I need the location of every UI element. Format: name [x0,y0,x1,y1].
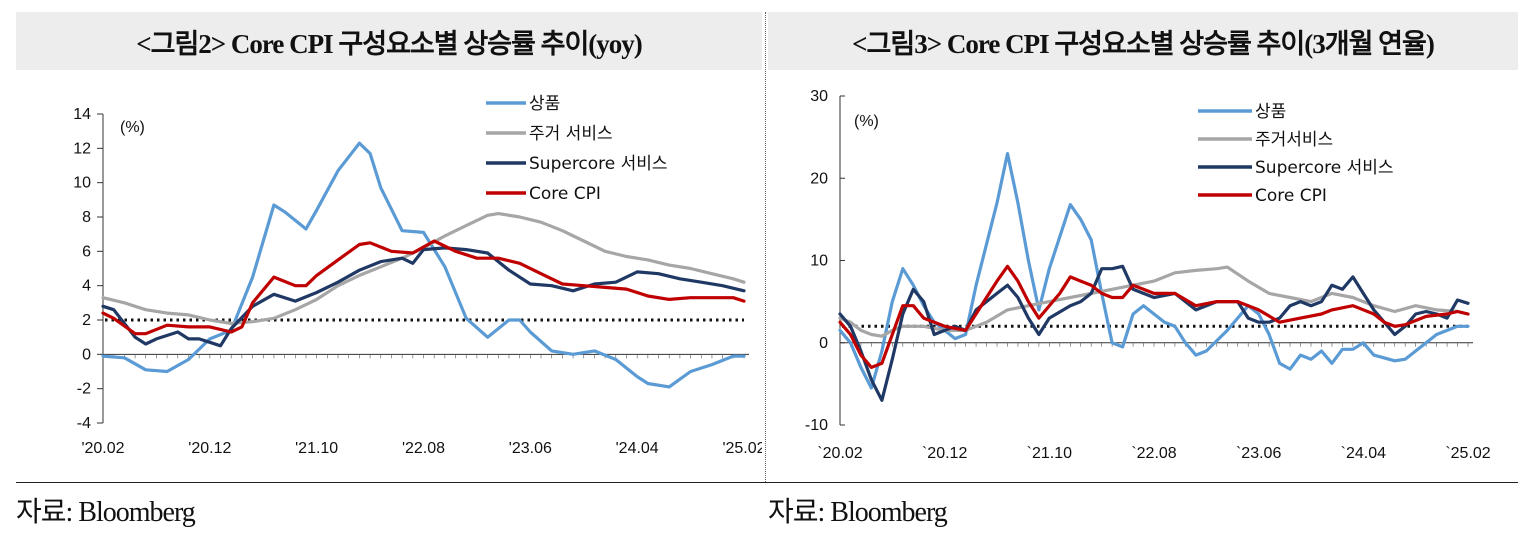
x-tick-label: `21.10 [1027,445,1072,462]
legend-label: Core CPI [529,184,601,204]
x-tick-label: `22.08 [1131,445,1176,462]
unit-label: (%) [854,113,879,130]
chart-yoy: -4 -2 0 2 4 6 8 10 12 14 '20.02 '20.12 '21.10 '22.08 '… [73,94,762,457]
series-line-상품 [838,152,1470,390]
series-line-주거-서비스 [101,212,746,325]
y-tick-label: 4 [82,278,91,295]
legend-label: Core CPI [1255,186,1327,206]
series-line-상품 [101,141,746,389]
x-tick-label: `20.12 [922,445,967,462]
unit-label: (%) [120,119,145,136]
series-line-supercore-서비스 [101,246,746,348]
chart-title: <그림2> Core CPI 구성요소별 상승률 추이(yoy) [16,12,762,70]
x-tick-label: '24.04 [616,440,659,457]
x-tick-label: '20.02 [81,440,124,457]
x-tick-label: `20.02 [817,445,862,462]
legend-label: 상품 [1255,102,1286,122]
y-tick-label: 10 [73,175,91,192]
legend-label: 주거 서비스 [529,124,613,144]
y-tick-label: -4 [77,415,91,432]
y-tick-label: -10 [805,417,828,434]
panel-divider [765,12,766,482]
y-tick-label: 0 [82,346,91,363]
y-tick-label: 2 [82,312,91,329]
y-tick-label: 10 [810,253,828,270]
chart-title: <그림3> Core CPI 구성요소별 상승률 추이(3개월 연율) [768,12,1518,70]
legend-label: Supercore 서비스 [1255,158,1394,178]
y-tick-label: 20 [810,170,828,187]
x-tick-label: '25.02 [722,440,762,457]
x-tick-label: '22.08 [402,440,445,457]
legend-label: 상품 [529,94,560,114]
x-tick-label: `23.06 [1236,445,1281,462]
x-tick-label: `24.04 [1341,445,1386,462]
bottom-rule [16,482,1518,483]
series-line-supercore-서비스 [838,264,1470,402]
series-line-core-cpi [101,239,746,336]
x-tick-label: '20.12 [188,440,231,457]
legend-label: Supercore 서비스 [529,154,668,174]
source-note: 자료: Bloomberg [16,497,196,528]
y-tick-label: 0 [819,335,828,352]
chart-3m-annualized: -10 0 10 20 30 `20.02 `20.12 `21.10 `22.08 `23.06… [805,88,1491,462]
y-tick-label: 30 [810,88,828,105]
y-tick-label: 12 [73,140,91,157]
y-tick-label: 14 [73,106,91,123]
chart-panel-yoy: <그림2> Core CPI 구성요소별 상승률 추이(yoy) -4 -2 0 2 4… [16,12,762,482]
x-tick-label: '23.06 [509,440,552,457]
y-tick-label: -2 [77,381,91,398]
y-tick-label: 8 [82,209,91,226]
source-note: 자료: Bloomberg [768,497,948,528]
series-line-core-cpi [838,264,1470,369]
legend-label: 주거서비스 [1255,130,1333,150]
x-tick-label: `25.02 [1445,445,1490,462]
chart-panel-3m-annualized: <그림3> Core CPI 구성요소별 상승률 추이(3개월 연율) -10 0… [768,12,1518,482]
y-tick-label: 6 [82,243,91,260]
x-tick-label: '21.10 [295,440,338,457]
